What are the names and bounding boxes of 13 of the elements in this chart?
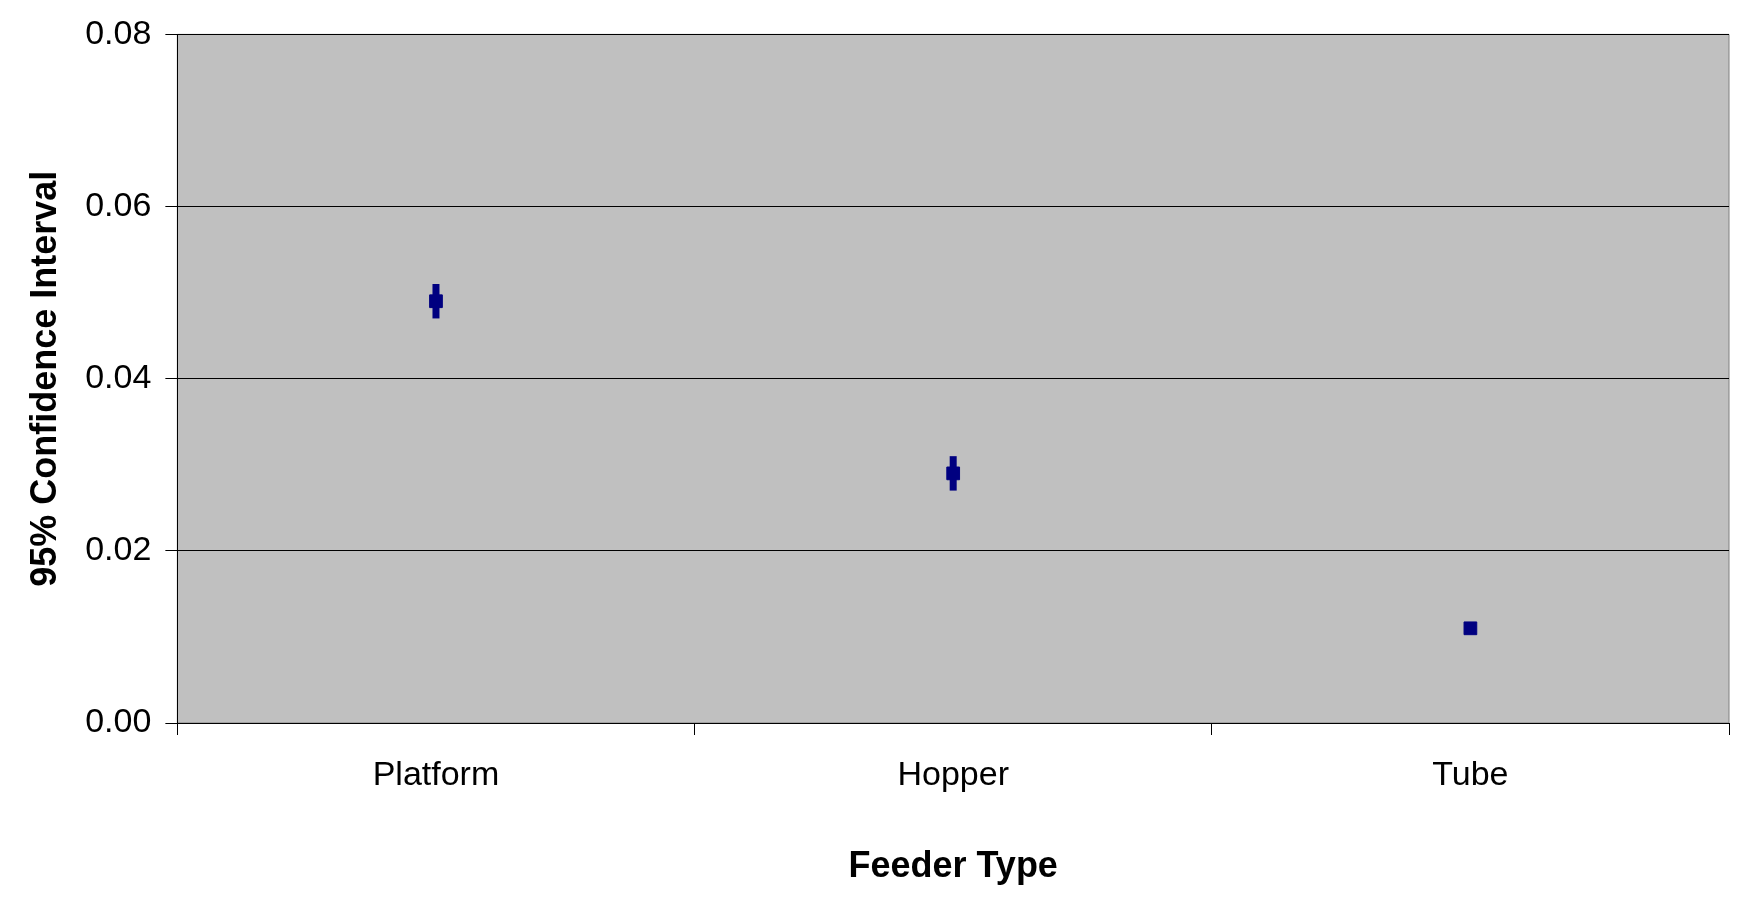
x-tick-label: Hopper	[897, 753, 1009, 792]
y-tick-label: 0.08	[85, 12, 152, 51]
y-tick-label: 0.04	[85, 357, 152, 396]
x-tick-label: Tube	[1432, 753, 1509, 792]
y-axis-title: 95% Confidence Interval	[22, 170, 64, 587]
x-tick-label: Platform	[372, 753, 500, 792]
point	[946, 466, 961, 481]
point	[1463, 621, 1478, 636]
y-tick-label: 0.06	[85, 184, 152, 223]
y-tick-label: 0.02	[85, 529, 152, 568]
point	[429, 294, 443, 309]
x-axis-title: Feeder Type	[848, 844, 1058, 886]
y-tick-label: 0.00	[85, 701, 152, 740]
